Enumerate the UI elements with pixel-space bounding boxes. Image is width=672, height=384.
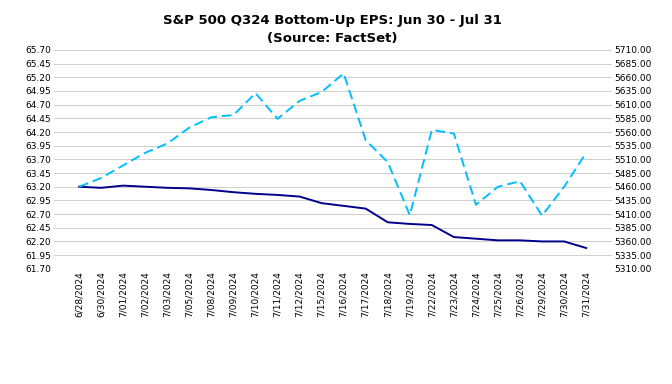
Q324 EPS Estimate [428,223,436,227]
Title: S&P 500 Q324 Bottom-Up EPS: Jun 30 - Jul 31
(Source: FactSet): S&P 500 Q324 Bottom-Up EPS: Jun 30 - Jul… [163,13,502,45]
Price [538,214,546,218]
Price [384,160,392,164]
Q324 EPS Estimate [296,194,304,199]
Price [75,184,83,189]
Price [560,184,568,189]
Q324 EPS Estimate [538,239,546,244]
Price [450,131,458,136]
Price [97,175,106,180]
Q324 EPS Estimate [163,185,171,190]
Q324 EPS Estimate [75,184,83,189]
Line: Q324 EPS Estimate: Q324 EPS Estimate [79,185,586,248]
Q324 EPS Estimate [318,201,326,205]
Price [163,141,171,146]
Price [494,184,502,189]
Price [472,202,480,207]
Price [229,113,237,118]
Q324 EPS Estimate [208,188,216,192]
Line: Price: Price [79,73,586,216]
Q324 EPS Estimate [339,204,347,208]
Q324 EPS Estimate [141,184,149,189]
Q324 EPS Estimate [560,239,568,244]
Q324 EPS Estimate [251,192,259,196]
Q324 EPS Estimate [97,185,106,190]
Q324 EPS Estimate [516,238,524,243]
Q324 EPS Estimate [384,220,392,225]
Price [208,115,216,119]
Price [141,151,149,155]
Q324 EPS Estimate [119,183,127,188]
Price [582,151,590,155]
Q324 EPS Estimate [494,238,502,243]
Q324 EPS Estimate [450,235,458,239]
Price [251,91,259,96]
Q324 EPS Estimate [362,206,370,211]
Price [119,163,127,168]
Price [516,179,524,184]
Price [274,117,282,121]
Q324 EPS Estimate [185,186,194,191]
Price [428,127,436,132]
Price [339,71,347,76]
Q324 EPS Estimate [582,246,590,250]
Price [318,90,326,94]
Price [362,138,370,142]
Price [296,99,304,103]
Q324 EPS Estimate [472,237,480,241]
Q324 EPS Estimate [406,222,414,226]
Price [406,213,414,217]
Q324 EPS Estimate [229,190,237,195]
Price [185,125,194,130]
Q324 EPS Estimate [274,193,282,197]
